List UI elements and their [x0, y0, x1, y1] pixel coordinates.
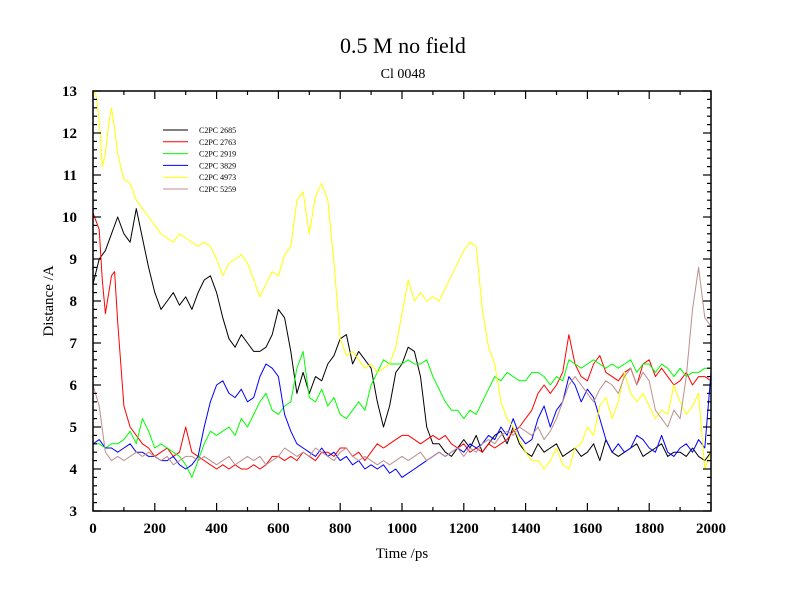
x-tick-label: 1200: [449, 521, 479, 537]
legend-label-2: C2PC 2919: [199, 150, 236, 159]
x-tick-label: 2000: [696, 521, 726, 537]
legend-label-5: C2PC 5259: [199, 185, 236, 194]
x-tick-label: 800: [329, 521, 352, 537]
y-tick-label: 5: [70, 420, 78, 436]
chart-title: 0.5 M no field: [340, 33, 466, 58]
y-tick-label: 9: [70, 252, 78, 268]
y-tick-label: 13: [62, 84, 77, 100]
y-tick-label: 12: [62, 126, 77, 142]
legend-label-3: C2PC 3829: [199, 161, 236, 170]
y-tick-label: 6: [70, 378, 78, 394]
legend-label-4: C2PC 4973: [199, 173, 236, 182]
legend-label-0: C2PC 2685: [199, 126, 236, 135]
x-tick-label: 1400: [511, 521, 541, 537]
y-tick-label: 3: [70, 504, 78, 520]
y-tick-label: 4: [70, 462, 78, 478]
series-line-2: [93, 350, 711, 478]
x-tick-label: 1000: [387, 521, 417, 537]
series-line-5: [93, 266, 711, 466]
x-tick-label: 0: [89, 521, 97, 537]
series-line-1: [93, 212, 711, 470]
x-tick-label: 1800: [634, 521, 664, 537]
series-line-4: [93, 91, 711, 470]
x-tick-label: 600: [267, 521, 290, 537]
x-tick-label: 400: [205, 521, 228, 537]
chart-subtitle: Cl 0048: [381, 67, 426, 82]
y-tick-label: 8: [70, 294, 78, 310]
y-tick-label: 11: [63, 168, 77, 184]
y-axis-label: Distance /A: [41, 265, 57, 336]
y-tick-label: 10: [62, 210, 77, 226]
series-line-0: [93, 208, 711, 462]
x-axis-label: Time /ps: [376, 546, 429, 562]
y-axis: 3 4 5 6 7 8 9 10 11 12 13: [62, 84, 711, 520]
y-tick-label: 7: [70, 336, 78, 352]
legend: C2PC 2685 C2PC 2763 C2PC 2919 C2PC 3829 C2PC…: [163, 126, 236, 194]
x-tick-label: 1600: [572, 521, 602, 537]
x-axis: 0 200 400 600 800 1000 1200 1400 1600 1800 2000: [89, 91, 726, 537]
x-tick-label: 200: [144, 521, 167, 537]
legend-label-1: C2PC 2763: [199, 138, 236, 147]
series-layer: [93, 91, 711, 478]
